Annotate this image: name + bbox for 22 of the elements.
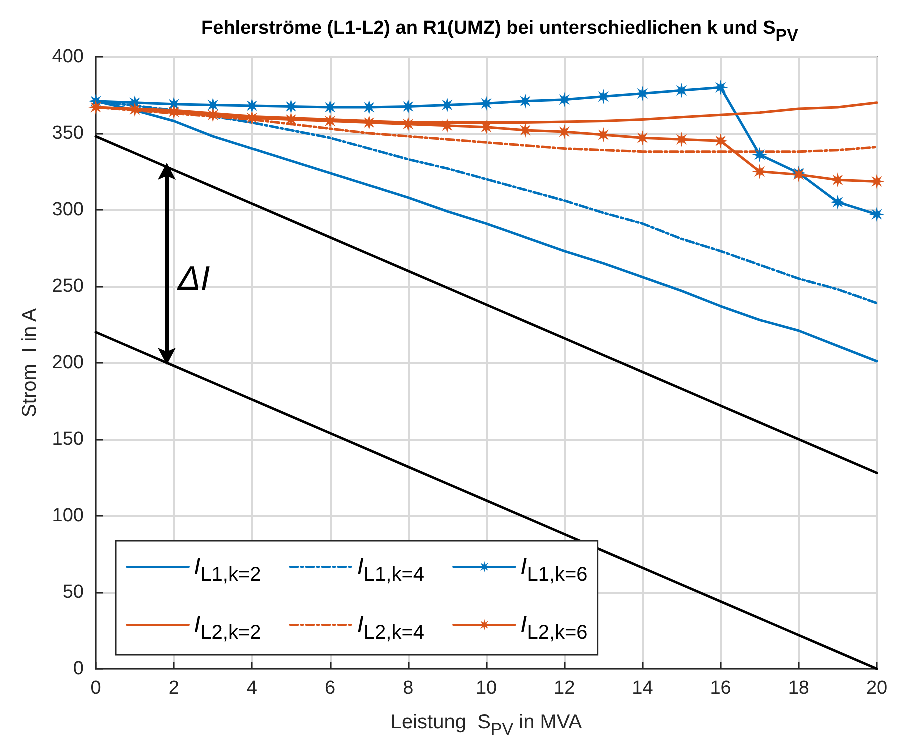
x-tick-label: 8 [403, 678, 414, 699]
y-tick-label: 0 [73, 658, 84, 680]
y-tick-label: 350 [52, 123, 84, 144]
y-tick-label: 200 [52, 352, 84, 374]
y-tick-label: 300 [52, 200, 84, 220]
x-tick-label: 16 [710, 678, 732, 699]
annotation: ΔI [178, 260, 210, 298]
y-tick-label: 100 [52, 506, 84, 526]
x-tick-label: 4 [246, 678, 258, 699]
y-tick-label: 250 [52, 276, 84, 297]
x-tick-label: 14 [632, 678, 654, 699]
y-tick-label: 400 [52, 46, 84, 68]
y-axis-title: Strom I in A [19, 308, 41, 418]
x-tick-label: 20 [866, 678, 888, 699]
y-tick-label: 50 [62, 582, 84, 603]
x-tick-label: 12 [554, 678, 576, 699]
y-tick-label: 150 [52, 429, 84, 450]
x-tick-label: 6 [325, 678, 336, 699]
x-tick-label: 10 [476, 678, 498, 699]
x-tick-label: 2 [168, 678, 180, 699]
x-tick-label: 18 [788, 678, 810, 699]
x-tick-label: 0 [90, 678, 102, 699]
